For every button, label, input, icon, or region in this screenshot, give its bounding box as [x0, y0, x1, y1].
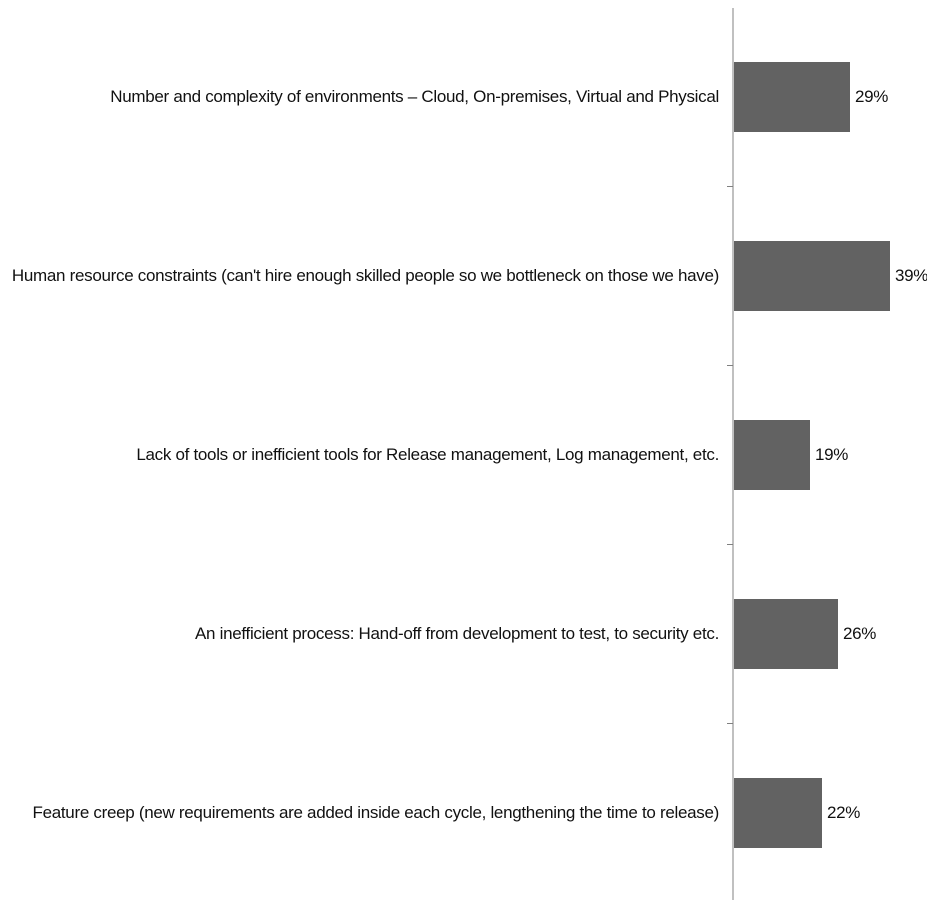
data-label: 26%	[843, 624, 877, 643]
data-label: 22%	[827, 803, 861, 822]
bar	[734, 62, 850, 132]
data-label: 39%	[895, 266, 927, 285]
data-label: 29%	[855, 87, 889, 106]
category-label: Lack of tools or inefficient tools for R…	[136, 445, 719, 464]
bar	[734, 420, 810, 490]
category-label: Number and complexity of environments – …	[110, 87, 719, 106]
category-label: An inefficient process: Hand-off from de…	[195, 624, 719, 643]
bar	[734, 778, 822, 848]
data-label: 19%	[815, 445, 849, 464]
category-label: Human resource constraints (can't hire e…	[11, 266, 719, 285]
bar	[734, 241, 890, 311]
bar	[734, 599, 838, 669]
category-label: Feature creep (new requirements are adde…	[32, 803, 719, 822]
